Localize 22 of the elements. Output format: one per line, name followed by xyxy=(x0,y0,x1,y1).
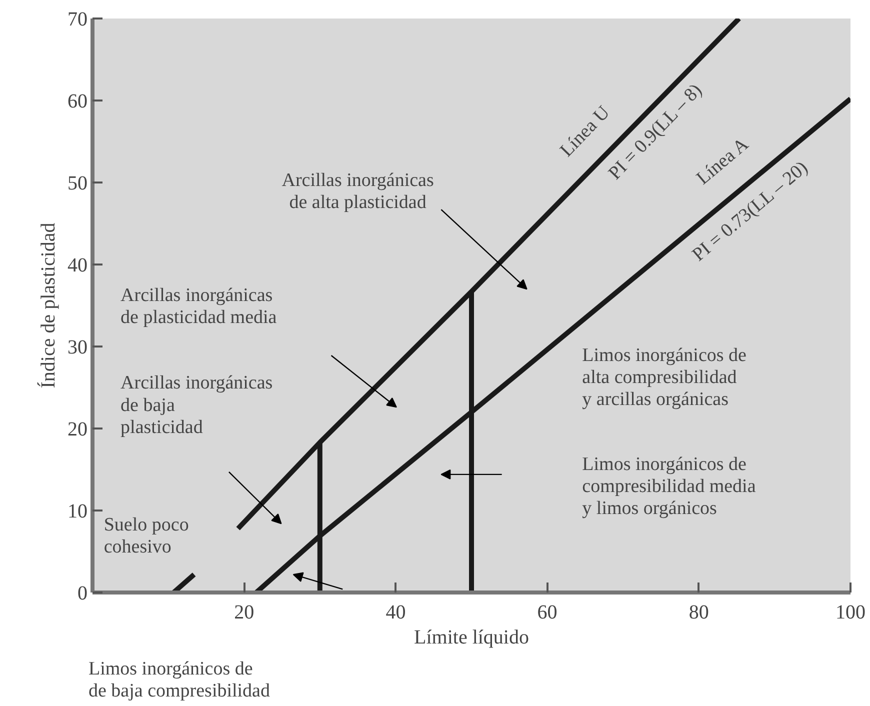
x-tick-label: 60 xyxy=(537,602,558,624)
text: Limos inorgánicos de de baja compresibilidad xyxy=(88,658,270,702)
annotation: Limos inorgánicos de compresibilidad media y limos orgánicos xyxy=(582,454,756,520)
y-tick-label: 20 xyxy=(68,418,88,440)
x-tick-label: 80 xyxy=(688,602,709,624)
y-tick-label: 10 xyxy=(68,500,88,522)
y-tick-label: 0 xyxy=(78,582,88,604)
annotation: Limos inorgánicos de alta compresibilidad y arcillas orgánicas xyxy=(582,344,746,410)
y-tick-label: 60 xyxy=(68,90,88,112)
x-tick-label: 100 xyxy=(836,602,866,624)
y-axis-title: Índice de plasticidad xyxy=(36,222,60,388)
annotation: Suelo poco cohesivo xyxy=(104,514,189,558)
y-tick-label: 40 xyxy=(68,254,88,276)
annotation: Arcillas inorgánicas de baja plasticidad xyxy=(120,372,273,438)
annotation: Arcillas inorgánicas de alta plasticidad xyxy=(282,170,434,214)
y-tick-label: 30 xyxy=(68,336,88,358)
annotation: Arcillas inorgánicas de plasticidad media xyxy=(120,285,278,328)
y-tick-label: 50 xyxy=(68,172,88,194)
x-tick-label: 40 xyxy=(386,602,406,624)
x-axis-title: Límite líquido xyxy=(414,626,530,648)
x-tick-label: 20 xyxy=(234,602,254,624)
y-tick-label: 70 xyxy=(68,8,88,30)
